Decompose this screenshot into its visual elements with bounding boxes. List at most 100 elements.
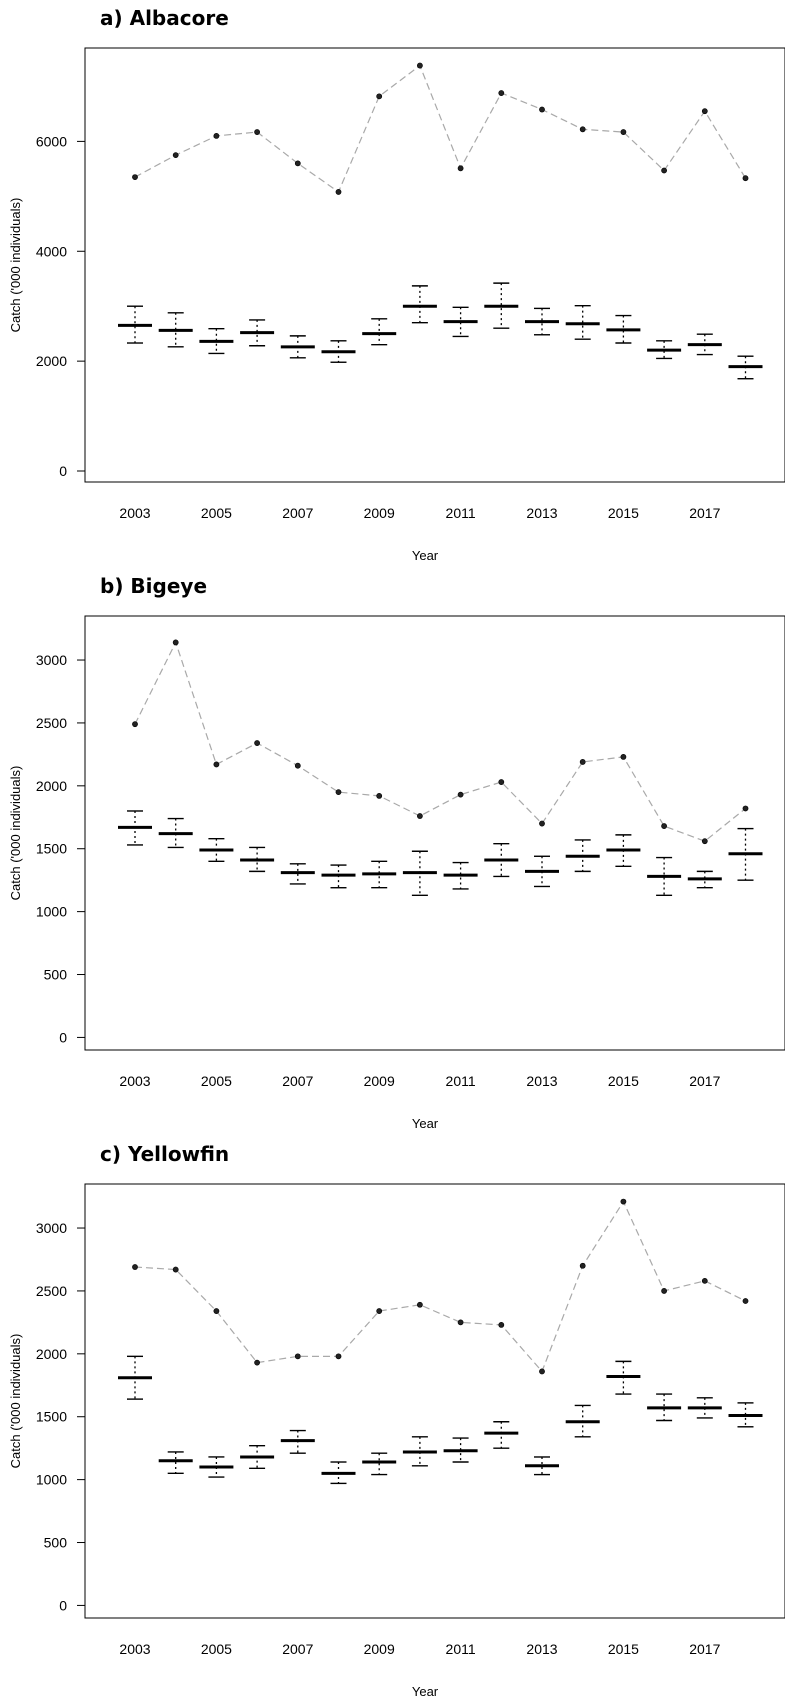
total-catch-point (254, 1359, 260, 1366)
total-catch-point (213, 761, 220, 768)
y-tick-label: 500 (44, 967, 68, 983)
y-tick-label: 6000 (36, 133, 67, 149)
total-catch-point (416, 1301, 423, 1308)
x-axis-label: Year (412, 1684, 439, 1699)
x-tick-label: 2015 (608, 505, 639, 521)
total-catch-point (457, 1319, 464, 1326)
total-catch-point (335, 189, 342, 195)
y-tick-label: 500 (44, 1535, 68, 1551)
total-catch-line (134, 64, 747, 193)
total-catch-point (661, 823, 667, 829)
plot-frame (84, 47, 785, 483)
total-catch-point (701, 108, 708, 115)
x-tick-label: 2005 (201, 1073, 232, 1089)
x-tick-label: 2007 (282, 1073, 313, 1089)
y-axis-label: Catch ('000 individuals) (8, 198, 23, 333)
y-tick-label: 1000 (36, 904, 67, 920)
y-tick-label: 3000 (36, 1220, 67, 1236)
total-catch-point (376, 1308, 383, 1314)
x-tick-label: 2017 (689, 1073, 720, 1089)
x-tick-label: 2011 (446, 1641, 476, 1657)
total-catch-point (742, 805, 749, 812)
albacore-chart: 0 2000 4000 6000 2003 2005 2007 2009 2011 2013 201… (8, 47, 785, 563)
x-tick-label: 2003 (119, 1073, 150, 1089)
total-catch-point (457, 791, 464, 798)
x-tick-label: 2005 (201, 1641, 232, 1657)
x-tick-label: 2007 (282, 505, 313, 521)
total-catch-point (254, 129, 260, 135)
total-catch-point (701, 838, 708, 845)
y-tick-label: 2000 (36, 1346, 67, 1362)
x-tick-label: 2009 (364, 1073, 395, 1089)
x-tick-label: 2011 (446, 505, 476, 521)
y-tick-label: 0 (59, 463, 67, 479)
total-catch-point (661, 1288, 667, 1294)
total-catch-point (172, 639, 179, 646)
total-catch-point (376, 93, 383, 100)
x-tick-label: 2009 (364, 1641, 395, 1657)
total-catch-point (294, 160, 301, 167)
y-tick-label: 1500 (36, 841, 67, 857)
panel-title: b) Bigeye (100, 574, 208, 598)
x-tick-label: 2017 (689, 1641, 720, 1657)
total-catch-point (661, 167, 667, 174)
total-catch-point (294, 1353, 301, 1360)
x-axis-label: Year (412, 1116, 439, 1131)
yellowfin-chart: 0 500 1000 1500 2000 2500 3000 2003 2005 2007 2009… (8, 1183, 785, 1699)
x-tick-label: 2017 (689, 505, 720, 521)
y-tick-label: 2500 (36, 1283, 67, 1299)
y-axis-label: Catch ('000 individuals) (8, 766, 23, 901)
total-catch-point (254, 740, 260, 746)
y-tick-label: 1500 (36, 1409, 67, 1425)
total-catch-point (213, 132, 220, 139)
x-tick-label: 2013 (526, 505, 557, 521)
total-catch-point (742, 1298, 749, 1304)
total-catch-point (294, 762, 301, 769)
total-catch-point (579, 126, 586, 133)
x-tick-label: 2011 (446, 1073, 476, 1089)
y-axis-label: Catch ('000 individuals) (8, 1334, 23, 1469)
total-catch-point (620, 753, 627, 760)
total-catch-line (134, 1200, 746, 1373)
yellowfin-panel: c) Yellowfin 0 500 1000 1500 2000 2500 3000 200… (0, 1136, 785, 1704)
total-catch-point (701, 1277, 708, 1284)
x-tick-label: 2015 (608, 1641, 639, 1657)
total-catch-point (498, 1321, 505, 1328)
y-tick-label: 0 (59, 1597, 67, 1613)
total-catch-point (579, 1262, 586, 1269)
total-catch-line (134, 640, 746, 842)
y-tick-label: 0 (59, 1029, 67, 1045)
y-tick-label: 2500 (36, 715, 67, 731)
panel-title: a) Albacore (100, 6, 229, 30)
total-catch-point (132, 721, 138, 728)
x-axis-label: Year (412, 548, 439, 563)
y-tick-label: 4000 (36, 243, 67, 259)
total-catch-point (579, 759, 586, 765)
total-catch-point (172, 152, 179, 159)
x-tick-label: 2013 (526, 1641, 557, 1657)
total-catch-point (539, 820, 545, 827)
x-tick-label: 2007 (282, 1641, 313, 1657)
total-catch-point (457, 165, 464, 172)
x-tick-label: 2009 (364, 505, 395, 521)
total-catch-point (416, 62, 423, 69)
y-tick-label: 1000 (36, 1472, 67, 1488)
total-catch-point (213, 1308, 220, 1314)
total-catch-point (620, 129, 627, 135)
total-catch-point (172, 1266, 179, 1273)
total-catch-point (498, 779, 505, 785)
bigeye-panel: b) Bigeye 0 500 1000 1500 2000 2500 3000 2003 20… (0, 568, 785, 1136)
y-tick-label: 2000 (36, 353, 67, 369)
total-catch-point (620, 1198, 627, 1205)
total-catch-point (498, 90, 505, 96)
total-catch-point (376, 792, 383, 799)
plot-frame (84, 1183, 785, 1619)
total-catch-point (335, 789, 342, 796)
x-tick-label: 2003 (119, 1641, 150, 1657)
plot-frame (84, 615, 785, 1051)
x-tick-label: 2003 (119, 505, 150, 521)
total-catch-point (742, 175, 749, 182)
panel-title: c) Yellowfin (100, 1142, 230, 1166)
x-tick-label: 2013 (526, 1073, 557, 1089)
bigeye-chart: 0 500 1000 1500 2000 2500 3000 2003 2005 2007 2009… (8, 615, 785, 1131)
